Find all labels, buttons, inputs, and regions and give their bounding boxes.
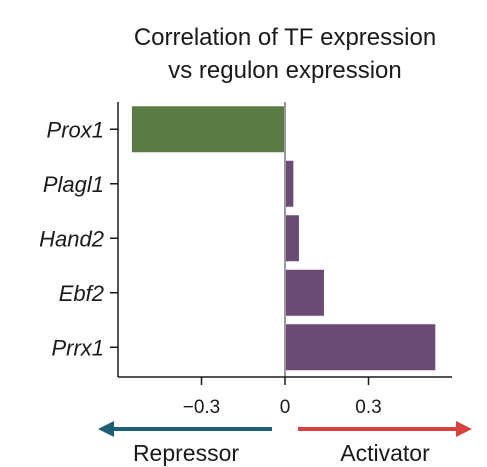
y-tick-label: Prox1 bbox=[47, 117, 104, 142]
y-tick-label: Prrx1 bbox=[51, 335, 104, 360]
y-tick-label: Hand2 bbox=[39, 226, 104, 251]
repressor-arrow: Repressor bbox=[98, 421, 272, 466]
x-tick-label: 0.3 bbox=[355, 397, 381, 418]
bar-plagl1 bbox=[285, 160, 294, 207]
activator-label: Activator bbox=[340, 440, 430, 466]
repressor-arrow-head bbox=[98, 421, 114, 437]
bar-ebf2 bbox=[285, 269, 324, 316]
y-tick-label: Ebf2 bbox=[59, 281, 104, 306]
repressor-label: Repressor bbox=[133, 440, 239, 466]
plot-area: Prox1 Plagl1 Hand2 Ebf2 Prrx1 −0.3 0 0.3 bbox=[39, 102, 452, 418]
chart-title-line-2: vs regulon expression bbox=[168, 57, 401, 84]
chart-title-line-1: Correlation of TF expression bbox=[134, 24, 436, 51]
activator-arrow: Activator bbox=[298, 421, 472, 466]
x-tick-label: 0 bbox=[280, 397, 291, 418]
bar-prrx1 bbox=[285, 324, 436, 371]
bar-hand2 bbox=[285, 215, 299, 262]
y-tick-label: Plagl1 bbox=[43, 172, 104, 197]
bar-prox1 bbox=[131, 106, 285, 153]
x-tick-label: −0.3 bbox=[183, 397, 221, 418]
activator-arrow-head bbox=[456, 421, 472, 437]
